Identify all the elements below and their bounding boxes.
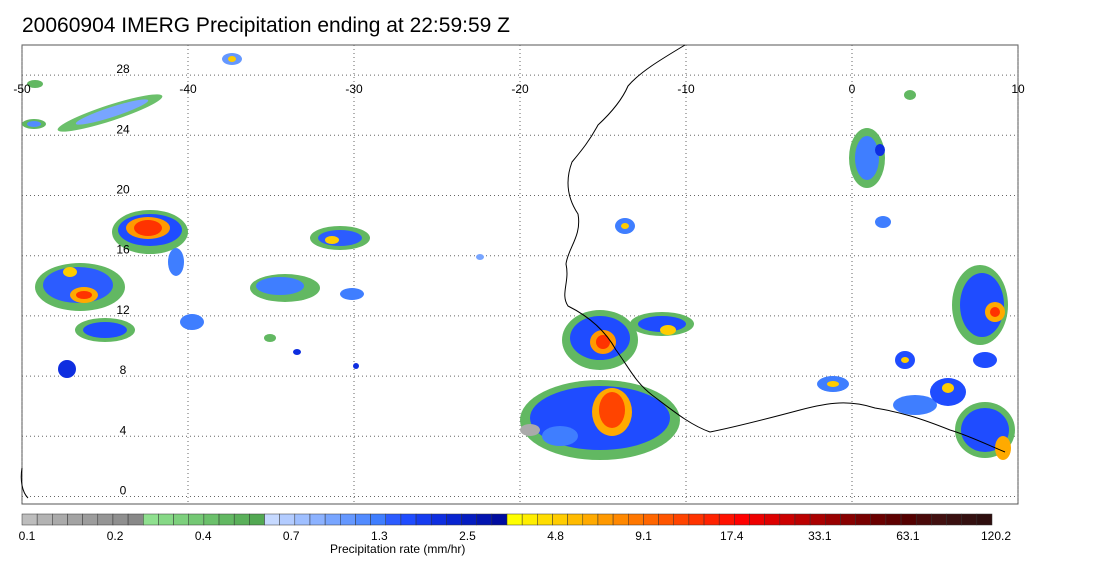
colorbar-tick-label: 17.4 [720, 529, 744, 543]
colorbar-tick-label: 2.5 [459, 529, 476, 543]
colorbar-swatch [446, 513, 462, 526]
longitude-label: -50 [13, 82, 31, 96]
colorbar-swatch [749, 513, 765, 526]
colorbar-swatch [340, 513, 356, 526]
latitude-label: 0 [120, 483, 127, 497]
latitude-labels: 28 24 20 16 12 8 4 0 [116, 62, 130, 497]
colorbar-swatch [355, 513, 371, 526]
colorbar-swatch [476, 513, 493, 526]
colorbar-swatch [779, 513, 796, 526]
latitude-label: 8 [120, 363, 127, 377]
colorbar-tick-label: 0.1 [18, 529, 36, 543]
colorbar-swatch [127, 513, 144, 526]
colorbar-swatch [461, 513, 477, 526]
colorbar-swatch [521, 513, 538, 526]
colorbar-swatch [976, 513, 993, 526]
colorbar-swatch [643, 513, 659, 526]
colorbar-swatch [931, 513, 947, 526]
lat-lon-gridlines [21, 45, 1019, 504]
colorbar-swatch [840, 513, 856, 526]
latitude-label: 16 [116, 243, 130, 257]
colorbar-tick-label: 120.2 [980, 529, 1012, 543]
colorbar-swatch [628, 513, 644, 526]
colorbar-tick-label: 0.2 [106, 529, 124, 543]
colorbar-swatch [673, 513, 690, 526]
colorbar-swatch [506, 513, 523, 526]
longitude-label: -10 [677, 82, 695, 96]
colorbar-swatch [264, 513, 280, 526]
colorbar [21, 513, 993, 526]
colorbar-swatch [870, 513, 887, 526]
colorbar-swatch [900, 513, 917, 526]
colorbar-swatch [188, 513, 205, 526]
colorbar-swatch [21, 513, 38, 526]
colorbar-swatch [143, 513, 159, 526]
colorbar-swatch [36, 513, 53, 526]
latitude-label: 20 [116, 182, 130, 196]
colorbar-tick-label: 0.4 [194, 529, 212, 543]
colorbar-swatch [233, 513, 250, 526]
longitude-label: 0 [849, 82, 856, 96]
colorbar-swatch [658, 513, 674, 526]
colorbar-swatch [67, 513, 83, 526]
longitude-label: -30 [345, 82, 363, 96]
colorbar-swatch [734, 513, 750, 526]
colorbar-title: Precipitation rate (mm/hr) [330, 542, 466, 556]
colorbar-tick-label: 9.1 [635, 529, 652, 543]
colorbar-swatch [415, 513, 432, 526]
colorbar-swatch [203, 513, 220, 526]
colorbar-swatch [82, 513, 99, 526]
colorbar-swatch [915, 513, 932, 526]
latitude-label: 24 [116, 122, 130, 136]
colorbar-swatch [582, 513, 599, 526]
latitude-label: 4 [120, 423, 127, 437]
colorbar-swatch [97, 513, 114, 526]
colorbar-swatch [400, 513, 417, 526]
colorbar-swatch [309, 513, 326, 526]
colorbar-swatch [688, 513, 705, 526]
longitude-label: -20 [511, 82, 529, 96]
longitude-label: -40 [179, 82, 197, 96]
longitude-label: 10 [1011, 82, 1025, 96]
colorbar-swatch [294, 513, 311, 526]
colorbar-swatch [249, 513, 265, 526]
colorbar-swatch [537, 513, 553, 526]
colorbar-swatch [158, 513, 174, 526]
colorbar-tick-label: 33.1 [808, 529, 832, 543]
longitude-labels: -50 -40 -30 -20 -10 0 10 [13, 82, 1025, 96]
colorbar-swatch [764, 513, 781, 526]
page-title: 20060904 IMERG Precipitation ending at 2… [22, 14, 510, 37]
colorbar-tick-label: 63.1 [896, 529, 920, 543]
colorbar-swatch [961, 513, 978, 526]
colorbar-swatch [385, 513, 402, 526]
colorbar-swatch [112, 513, 129, 526]
colorbar-swatch [370, 513, 386, 526]
colorbar-swatch [52, 513, 68, 526]
colorbar-swatch [703, 513, 720, 526]
colorbar-swatch [946, 513, 962, 526]
latitude-label: 12 [116, 303, 130, 317]
colorbar-swatch [430, 513, 447, 526]
colorbar-swatch [567, 513, 584, 526]
colorbar-swatch [855, 513, 871, 526]
colorbar-tick-label: 0.7 [282, 529, 300, 543]
colorbar-tick-label: 1.3 [371, 529, 388, 543]
colorbar-swatch [173, 513, 189, 526]
coastline [20, 44, 1006, 499]
colorbar-tick-label: 4.8 [547, 529, 564, 543]
colorbar-swatch [718, 513, 735, 526]
latitude-label: 28 [116, 62, 130, 76]
colorbar-swatch [825, 513, 841, 526]
colorbar-swatch [809, 513, 826, 526]
colorbar-swatch [491, 513, 508, 526]
colorbar-swatch [597, 513, 614, 526]
colorbar-swatch [324, 513, 341, 526]
colorbar-swatch [218, 513, 235, 526]
colorbar-swatch [279, 513, 296, 526]
colorbar-swatch [552, 513, 568, 526]
colorbar-swatch [612, 513, 629, 526]
colorbar-swatch [794, 513, 811, 526]
colorbar-swatch [885, 513, 902, 526]
